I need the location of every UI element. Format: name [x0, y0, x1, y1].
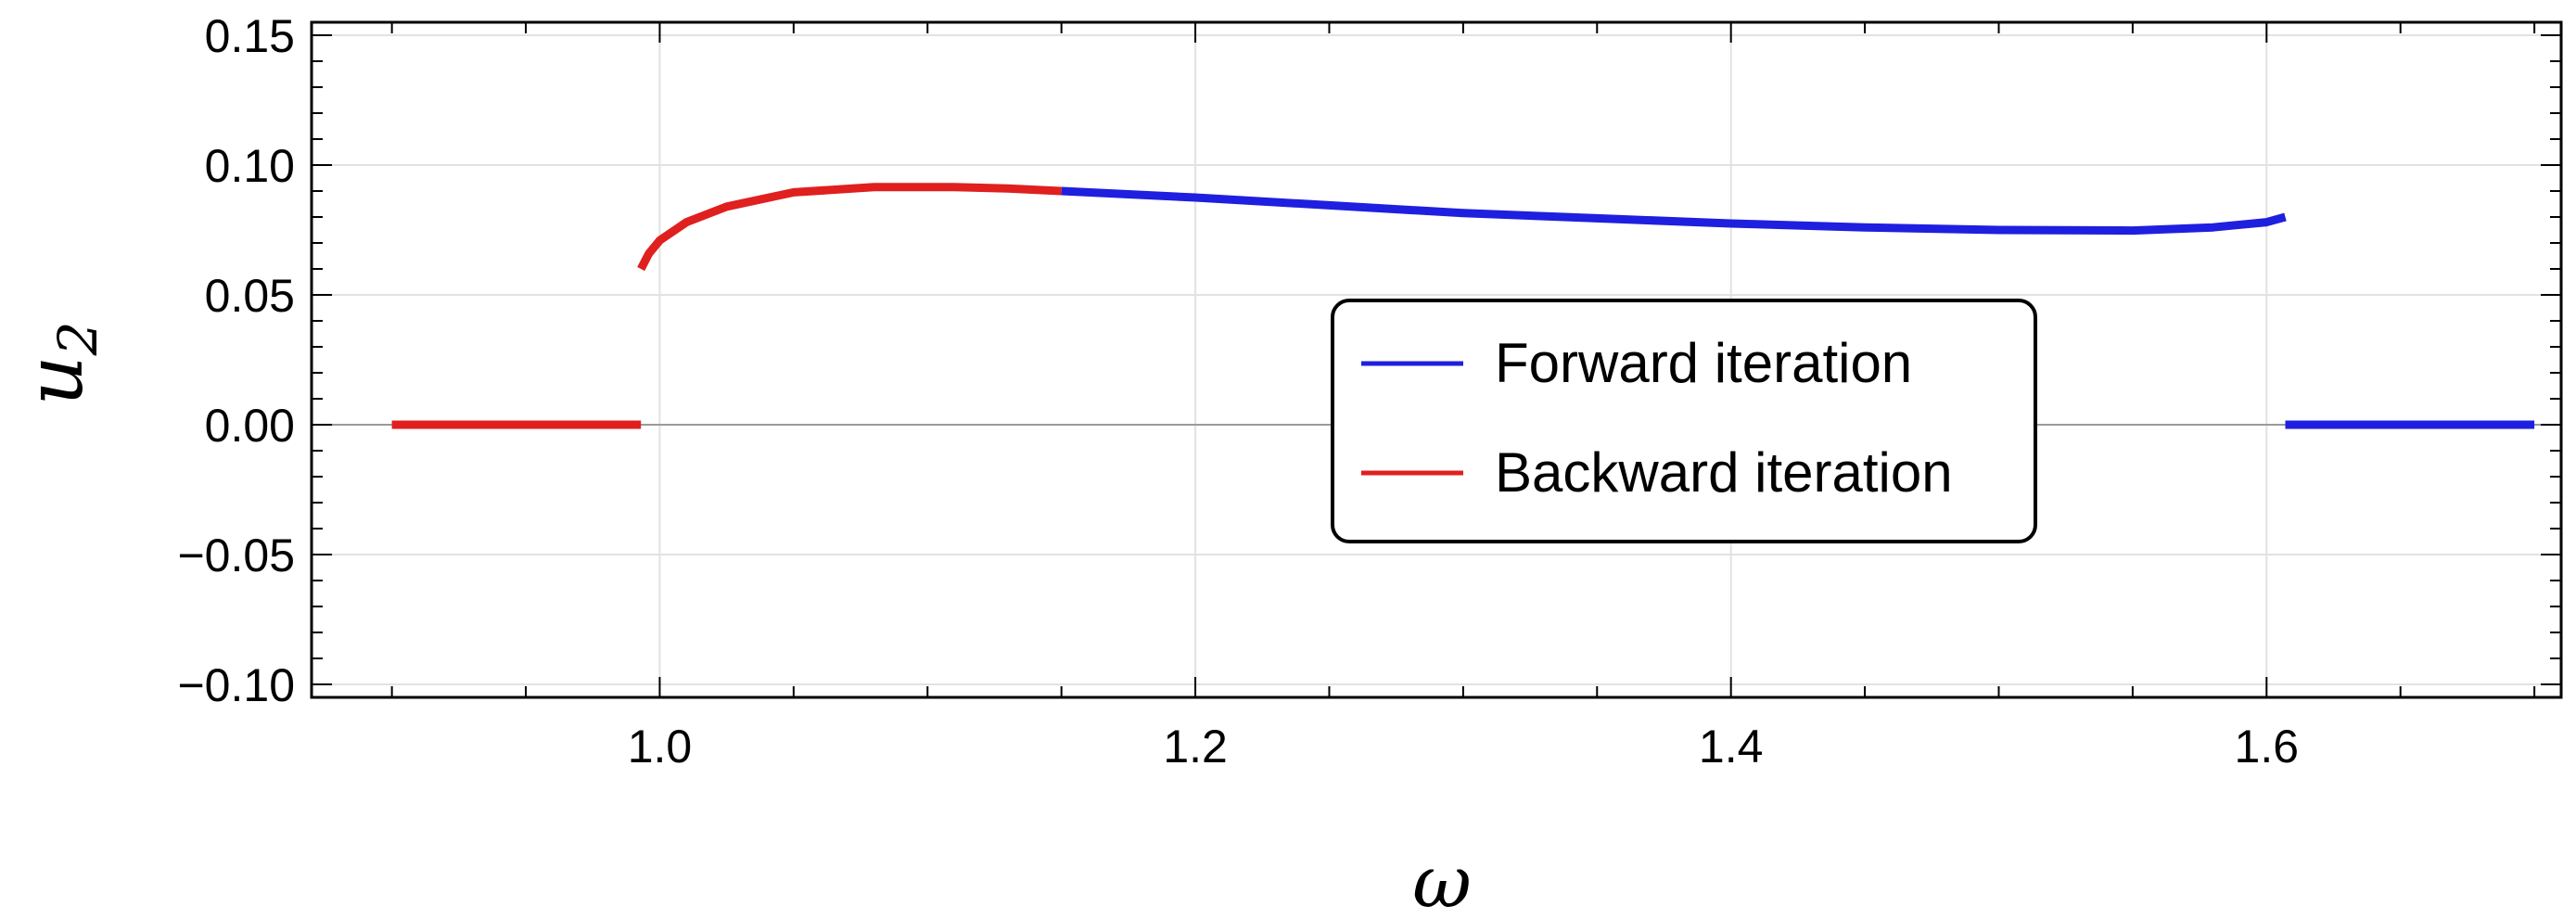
legend-label-backward: Backward iteration [1495, 441, 1953, 504]
y-tick-label-0: −0.10 [177, 659, 295, 711]
series-1-segment-1 [637, 183, 1062, 272]
legend-box [1331, 299, 2037, 543]
x-axis-title: ω [1412, 841, 1472, 919]
y-tick-label-4: 0.10 [205, 140, 295, 192]
axis-ticks [312, 22, 2561, 697]
y-axis-title-base: u [9, 355, 100, 405]
legend: Forward iteration Backward iteration [1331, 299, 2037, 543]
y-axis-title-subscript: 2 [46, 321, 109, 356]
y-axis-title: u2 [9, 321, 109, 405]
y-tick-label-2: 0.00 [205, 400, 295, 452]
y-tick-label-1: −0.05 [177, 530, 295, 581]
x-tick-label-3: 1.6 [2235, 721, 2300, 772]
y-tick-label-3: 0.05 [205, 270, 295, 322]
x-tick-label-1: 1.2 [1163, 721, 1228, 772]
x-tick-labels: 1.0 1.2 1.4 1.6 [628, 721, 2299, 772]
series-0-segment-0 [1061, 186, 2287, 236]
x-tick-label-0: 1.0 [628, 721, 693, 772]
plot-frame [310, 20, 2563, 699]
x-tick-label-2: 1.4 [1699, 721, 1764, 772]
y-tick-labels: −0.10 −0.05 0.00 0.05 0.10 0.15 [177, 10, 295, 711]
series-layer [391, 183, 2535, 429]
legend-label-forward: Forward iteration [1495, 332, 1912, 394]
y-tick-label-5: 0.15 [205, 10, 295, 62]
